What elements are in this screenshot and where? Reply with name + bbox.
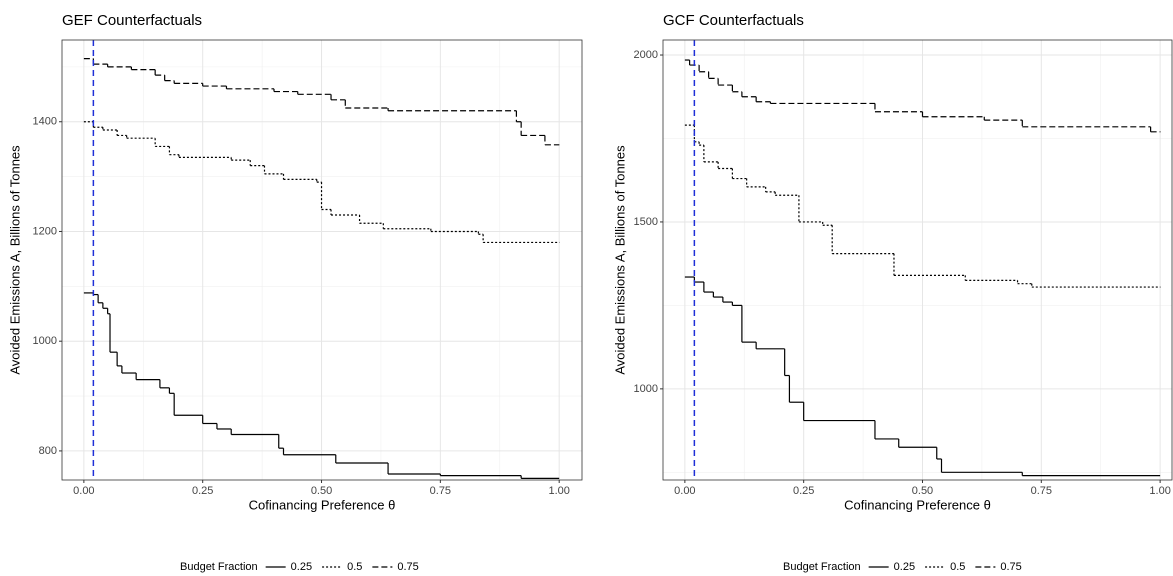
y-tick-label: 2000	[634, 49, 658, 61]
plot-background	[663, 40, 1172, 480]
legend-label: 0.75	[397, 561, 418, 573]
x-axis-title: Cofinancing Preference θ	[249, 497, 396, 512]
plot-border	[61, 39, 583, 481]
plot-border	[662, 39, 1173, 481]
x-tick-label: 0.75	[1031, 485, 1052, 497]
y-tick-label: 1500	[634, 216, 658, 228]
x-tick-label: 0.25	[192, 485, 213, 497]
legend-label: 0.5	[347, 561, 362, 573]
x-tick-label: 0.50	[912, 485, 933, 497]
y-axis-title: Avoided Emissions A, Billions of Tonnes	[7, 145, 22, 375]
y-tick-label: 1200	[33, 225, 57, 237]
legend-label: 0.5	[950, 561, 965, 573]
chart-title: GCF Counterfactuals	[663, 12, 804, 29]
legend-label: 0.75	[1000, 561, 1021, 573]
x-tick-label: 0.00	[73, 485, 94, 497]
x-axis-title: Cofinancing Preference θ	[844, 497, 991, 512]
y-tick-label: 800	[39, 445, 57, 457]
x-tick-label: 0.00	[674, 485, 695, 497]
y-axis-title: Avoided Emissions A, Billions of Tonnes	[612, 145, 627, 375]
y-tick-label: 1000	[634, 383, 658, 395]
x-tick-label: 0.75	[430, 485, 451, 497]
x-tick-label: 1.00	[548, 485, 569, 497]
y-tick-label: 1400	[33, 116, 57, 128]
x-tick-label: 0.50	[311, 485, 332, 497]
legend-title: Budget Fraction	[180, 561, 258, 573]
chart-title: GEF Counterfactuals	[62, 12, 202, 29]
x-tick-label: 1.00	[1149, 485, 1170, 497]
x-tick-label: 0.25	[793, 485, 814, 497]
legend-title: Budget Fraction	[783, 561, 861, 573]
legend-label: 0.25	[291, 561, 312, 573]
y-tick-label: 1000	[33, 335, 57, 347]
legend-label: 0.25	[894, 561, 915, 573]
